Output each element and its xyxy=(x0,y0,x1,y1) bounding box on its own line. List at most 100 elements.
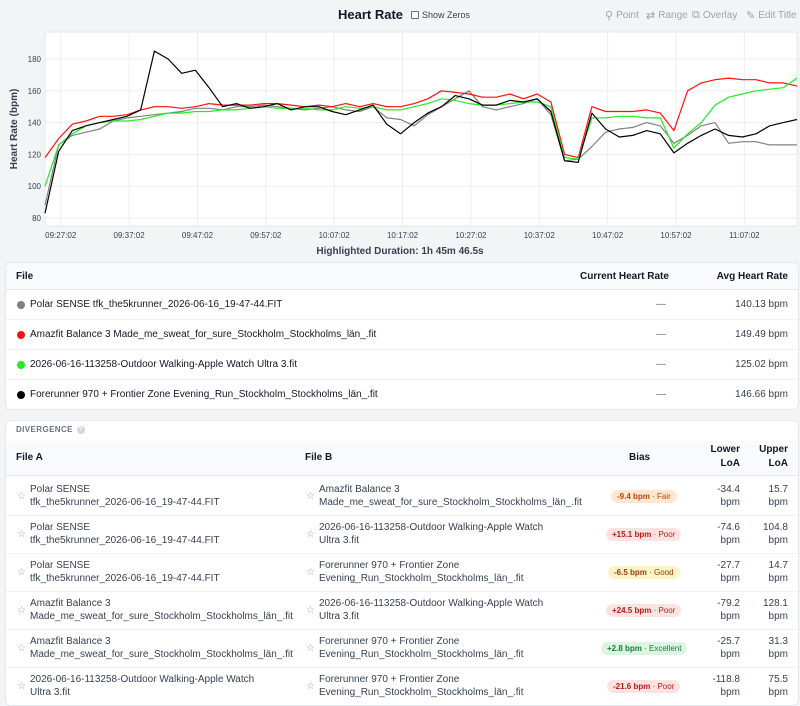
favorite-star-icon[interactable]: ☆ xyxy=(17,567,26,578)
current-heart-rate: — xyxy=(656,359,666,370)
divergence-row[interactable]: ☆ Amazfit Balance 3 Made_me_sweat_for_sure… xyxy=(6,630,798,668)
divergence-row[interactable]: ☆ 2026-06-16-113258-Outdoor Walking-Apple… xyxy=(6,668,798,705)
file-a-cell: Polar SENSE tfk_the5krunner_2026-06-16_19… xyxy=(30,483,310,509)
help-icon[interactable]: ? xyxy=(76,425,85,434)
file-b-cell: Amazfit Balance 3 Made_me_sweat_for_sure_… xyxy=(319,483,599,509)
file-b-cell: Forerunner 970 + Frontier Zone Evening_Ru… xyxy=(319,635,599,661)
file-b-cell: Forerunner 970 + Frontier Zone Evening_Ru… xyxy=(319,673,599,699)
plot-area[interactable] xyxy=(44,31,798,227)
file-a-line1: Polar SENSE xyxy=(30,484,91,495)
favorite-star-icon[interactable]: ☆ xyxy=(306,605,315,616)
divergence-row[interactable]: ☆ Polar SENSE tfk_the5krunner_2026-06-16_1… xyxy=(6,554,798,592)
avg-heart-rate: 140.13 bpm xyxy=(735,299,788,310)
upper-loa: 75.5 bpm xyxy=(748,673,788,699)
show-zeros-label: Show Zeros xyxy=(422,10,471,20)
col-file-a: File A xyxy=(16,452,43,463)
files-table: File Current Heart Rate Avg Heart Rate P… xyxy=(5,262,799,410)
x-tick-label: 10:27:02 xyxy=(455,231,487,240)
col-current-hr: Current Heart Rate xyxy=(580,271,669,282)
file-a-line1: Polar SENSE xyxy=(30,522,91,533)
lower-loa-value: -34.4 xyxy=(717,484,740,495)
divergence-title-text: DIVERGENCE xyxy=(16,425,73,434)
file-b-line1: Forerunner 970 + Frontier Zone xyxy=(319,636,460,647)
chart-svg[interactable]: 80 100 120 140 160 180 09:27:02 09:37:02 09:47:0… xyxy=(0,26,800,260)
bias-value: -9.4 bpm xyxy=(617,492,650,501)
file-row[interactable]: Forerunner 970 + Frontier Zone Evening_R… xyxy=(6,380,798,409)
file-a-cell: Polar SENSE tfk_the5krunner_2026-06-16_19… xyxy=(30,521,310,547)
upper-loa-value: 31.3 xyxy=(768,636,788,647)
file-name: 2026-06-16-113258-Outdoor Walking-Apple … xyxy=(30,359,297,370)
x-tick-label: 11:07:02 xyxy=(729,231,760,240)
file-row[interactable]: Polar SENSE tfk_the5krunner_2026-06-16_1… xyxy=(6,290,798,320)
range-tool-button[interactable]: ⇄ Range xyxy=(646,9,688,22)
favorite-star-icon[interactable]: ☆ xyxy=(17,643,26,654)
overlay-tool-button[interactable]: ⧉ Overlay xyxy=(692,9,737,22)
point-tool-button[interactable]: ⚲ Point xyxy=(605,9,639,22)
overlay-tool-label: Overlay xyxy=(702,10,738,21)
favorite-star-icon[interactable]: ☆ xyxy=(17,681,26,692)
lower-loa-unit: bpm xyxy=(720,497,740,508)
files-table-header: File Current Heart Rate Avg Heart Rate xyxy=(6,263,798,290)
favorite-star-icon[interactable]: ☆ xyxy=(306,529,315,540)
show-zeros-checkbox[interactable] xyxy=(411,11,419,19)
lower-loa-unit: bpm xyxy=(720,535,740,546)
col-upper-loa-1: Upper xyxy=(759,444,788,455)
y-tick-label: 100 xyxy=(28,182,42,191)
bias-value: -6.5 bpm xyxy=(614,568,647,577)
file-b-line1: Forerunner 970 + Frontier Zone xyxy=(319,674,460,685)
file-b-line2: Evening_Run_Stockholm_Stockholms_län_.fi… xyxy=(319,573,524,584)
file-a-cell: Amazfit Balance 3 Made_me_sweat_for_sure_… xyxy=(30,597,310,623)
favorite-star-icon[interactable]: ☆ xyxy=(306,643,315,654)
divergence-row[interactable]: ☆ Polar SENSE tfk_the5krunner_2026-06-16_1… xyxy=(6,478,798,516)
bias-badge: -6.5 bpm · Good xyxy=(608,566,680,579)
file-b-line1: Forerunner 970 + Frontier Zone xyxy=(319,560,460,571)
file-b-line2: Ultra 3.fit xyxy=(319,611,360,622)
upper-loa: 14.7 bpm xyxy=(748,559,788,585)
upper-loa: 128.1 bpm xyxy=(748,597,788,623)
favorite-star-icon[interactable]: ☆ xyxy=(306,491,315,502)
favorite-star-icon[interactable]: ☆ xyxy=(17,605,26,616)
upper-loa-unit: bpm xyxy=(768,687,788,698)
edit-title-button[interactable]: ✎ Edit Title xyxy=(746,9,797,22)
favorite-star-icon[interactable]: ☆ xyxy=(17,491,26,502)
lower-loa-unit: bpm xyxy=(720,687,740,698)
lower-loa-value: -27.7 xyxy=(717,560,740,571)
favorite-star-icon[interactable]: ☆ xyxy=(17,529,26,540)
favorite-star-icon[interactable]: ☆ xyxy=(306,681,315,692)
file-a-line2: tfk_the5krunner_2026-06-16_19-47-44.FIT xyxy=(30,535,220,546)
series-color-dot xyxy=(17,301,25,309)
col-avg-hr: Avg Heart Rate xyxy=(716,271,788,282)
heart-rate-chart[interactable]: 80 100 120 140 160 180 09:27:02 09:37:02 09:47:0… xyxy=(0,26,800,260)
bias-badge: +15.1 bpm · Poor xyxy=(606,528,682,541)
lower-loa-value: -79.2 xyxy=(717,598,740,609)
upper-loa-unit: bpm xyxy=(768,611,788,622)
file-a-line2: Made_me_sweat_for_sure_Stockholm_Stockho… xyxy=(30,649,293,660)
x-tick-label: 10:07:02 xyxy=(319,231,351,240)
series-color-dot xyxy=(17,331,25,339)
col-lower-loa-2: LoA xyxy=(720,458,740,469)
lower-loa-value: -25.7 xyxy=(717,636,740,647)
show-zeros-toggle[interactable]: Show Zeros xyxy=(411,10,470,20)
lower-loa-value: -118.8 xyxy=(712,674,740,685)
avg-heart-rate: 125.02 bpm xyxy=(735,359,788,370)
divergence-row[interactable]: ☆ Polar SENSE tfk_the5krunner_2026-06-16_1… xyxy=(6,516,798,554)
current-heart-rate: — xyxy=(656,299,666,310)
file-b-line2: Ultra 3.fit xyxy=(319,535,360,546)
lower-loa: -79.2 bpm xyxy=(700,597,740,623)
file-row[interactable]: 2026-06-16-113258-Outdoor Walking-Apple … xyxy=(6,350,798,380)
divergence-title: DIVERGENCE ? xyxy=(16,425,85,434)
y-tick-label: 180 xyxy=(28,55,42,64)
file-a-cell: Polar SENSE tfk_the5krunner_2026-06-16_19… xyxy=(30,559,310,585)
upper-loa-unit: bpm xyxy=(768,649,788,660)
edit-icon: ✎ xyxy=(746,10,756,22)
favorite-star-icon[interactable]: ☆ xyxy=(306,567,315,578)
file-row[interactable]: Amazfit Balance 3 Made_me_sweat_for_sure… xyxy=(6,320,798,350)
series-color-dot xyxy=(17,391,25,399)
x-tick-label: 10:47:02 xyxy=(592,231,624,240)
divergence-row[interactable]: ☆ Amazfit Balance 3 Made_me_sweat_for_sure… xyxy=(6,592,798,630)
y-tick-label: 140 xyxy=(28,119,42,128)
file-a-line2: tfk_the5krunner_2026-06-16_19-47-44.FIT xyxy=(30,497,220,508)
x-tick-label: 09:27:02 xyxy=(45,231,77,240)
bias-value: -21.6 bpm xyxy=(613,682,651,691)
bias-badge: -21.6 bpm · Poor xyxy=(607,680,681,693)
